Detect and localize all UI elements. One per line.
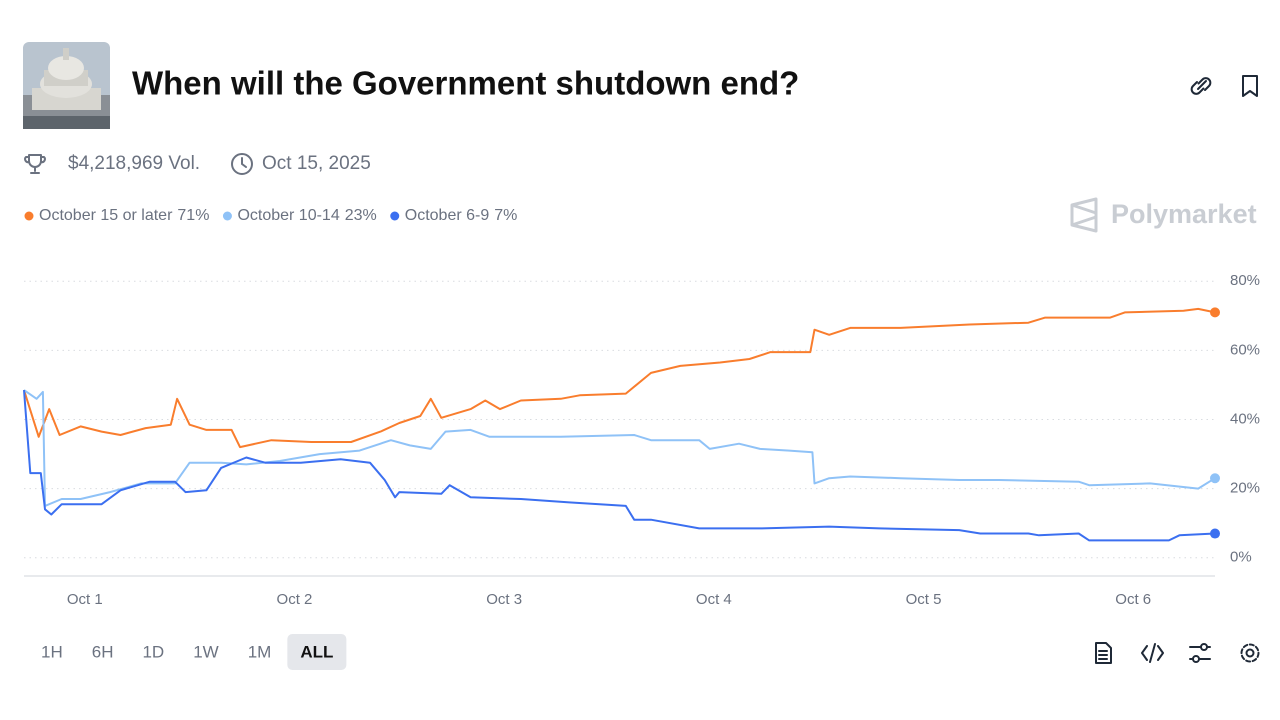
legend-value: 7% (494, 207, 517, 224)
legend-label: October 10-14 (237, 207, 339, 224)
legend-swatch (390, 211, 400, 221)
timeframe-button[interactable]: 1M (235, 634, 285, 670)
timeframe-button[interactable]: ALL (287, 634, 347, 670)
timeframe-label: 1H (41, 642, 63, 661)
x-tick-label: Oct 6 (1115, 591, 1151, 608)
trophy-icon (24, 154, 46, 174)
settings-button[interactable] (1240, 643, 1260, 663)
y-tick-label: 80% (1230, 272, 1260, 289)
docs-button[interactable] (1095, 642, 1112, 664)
x-tick-label: Oct 4 (696, 591, 732, 608)
timeframe-label: 1W (193, 642, 219, 661)
end-dot (1210, 528, 1220, 539)
market-title: When will the Government shutdown end? (132, 65, 799, 102)
x-tick-label: Oct 3 (486, 591, 522, 608)
end-dot (1210, 473, 1220, 484)
series-line (23, 307, 1216, 449)
x-tick-label: Oct 2 (277, 591, 313, 608)
legend-label: October 6-9 (405, 207, 490, 224)
y-tick-label: 0% (1230, 549, 1252, 566)
timeframe-label: 1D (142, 642, 164, 661)
volume: $4,218,969 Vol. (68, 153, 200, 174)
legend-label: October 15 or later (39, 207, 173, 224)
legend-swatch (24, 211, 34, 221)
copy-link[interactable] (1190, 77, 1212, 95)
embed-button[interactable] (1141, 643, 1164, 663)
timeframe-label: 1M (248, 642, 272, 661)
market-image (23, 42, 110, 129)
timeframe-bg (287, 634, 347, 670)
clock-icon (231, 153, 253, 175)
legend-value: 23% (345, 207, 377, 224)
brand-name: Polymarket (1111, 199, 1257, 229)
end-dot (1210, 307, 1220, 318)
timeframe-button[interactable]: 6H (79, 634, 127, 670)
timeframe-label: ALL (300, 642, 333, 661)
bookmark[interactable] (1242, 75, 1258, 97)
legend-swatch (222, 211, 232, 221)
legend-value: 71% (177, 207, 209, 224)
timeframe-button[interactable]: 1W (180, 634, 232, 670)
brand-logo: Polymarket (1070, 197, 1257, 233)
timeframe-button[interactable]: 1D (129, 634, 177, 670)
y-tick-label: 40% (1230, 410, 1260, 427)
end-date: Oct 15, 2025 (262, 153, 371, 174)
series-line (23, 390, 1216, 542)
timeframe-button[interactable]: 1H (28, 634, 76, 670)
y-tick-label: 60% (1230, 341, 1260, 358)
y-tick-label: 20% (1230, 480, 1260, 497)
x-tick-label: Oct 1 (67, 591, 103, 608)
x-tick-label: Oct 5 (906, 591, 942, 608)
filters-button[interactable] (1189, 643, 1211, 663)
timeframe-label: 6H (92, 642, 114, 661)
